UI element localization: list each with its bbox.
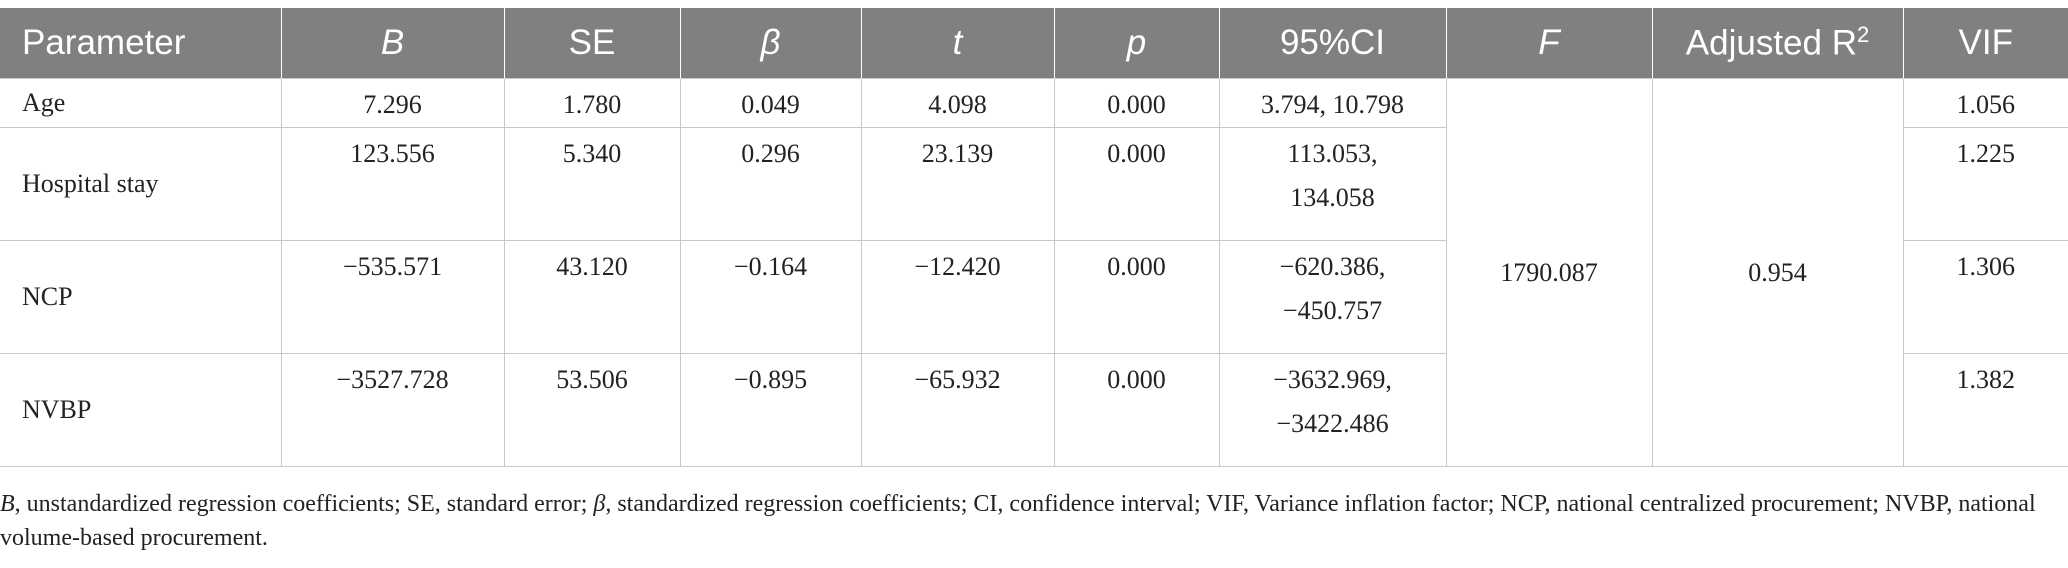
header-row: Parameter B SE β t p 95%CI F Adjusted R2… — [0, 8, 2068, 79]
ci-line: −620.386, — [1279, 252, 1386, 281]
regression-table-container: Parameter B SE β t p 95%CI F Adjusted R2… — [0, 8, 2068, 467]
cell-p: 0.000 — [1053, 353, 1220, 467]
cell-se: 1.780 — [503, 78, 681, 128]
cell-vif: 1.382 — [1902, 353, 2068, 467]
table-row: Age 7.296 1.780 0.049 4.098 0.000 3.794,… — [0, 78, 2068, 467]
cell-ci: 113.053, 134.058 — [1218, 127, 1447, 241]
cell-t: 4.098 — [860, 78, 1055, 128]
ci-line: −450.757 — [1282, 296, 1383, 325]
header-se: SE — [504, 8, 681, 79]
cell-t: −12.420 — [860, 240, 1055, 354]
header-vif: VIF — [1903, 8, 2068, 79]
cell-t: −65.932 — [860, 353, 1055, 467]
header-b: B — [281, 8, 505, 79]
header-p: p — [1054, 8, 1220, 79]
cell-p: 0.000 — [1053, 127, 1220, 241]
header-beta: β — [680, 8, 862, 79]
header-ci: 95%CI — [1219, 8, 1447, 79]
ci-line: −3632.969, — [1273, 365, 1392, 394]
footnote-b-symbol: B — [0, 491, 15, 517]
header-f: F — [1446, 8, 1653, 79]
header-t: t — [861, 8, 1055, 79]
cell-b: −3527.728 — [280, 353, 505, 467]
row-label: Age — [0, 78, 282, 128]
ci-line: 134.058 — [1290, 183, 1375, 212]
cell-ci: 3.794, 10.798 — [1218, 78, 1447, 128]
footnote-rest: , standardized regression coefficients; … — [0, 491, 2036, 551]
header-adjusted-r2: Adjusted R2 — [1652, 8, 1904, 79]
cell-vif: 1.306 — [1902, 240, 2068, 354]
cell-p: 0.000 — [1053, 240, 1220, 354]
table-row: Hospital stay 123.556 5.340 0.296 23.139… — [0, 127, 2068, 241]
table-row: NVBP −3527.728 53.506 −0.895 −65.932 0.0… — [0, 353, 2068, 467]
cell-beta: 0.049 — [679, 78, 862, 128]
cell-p: 0.000 — [1053, 78, 1220, 128]
regression-table: Parameter B SE β t p 95%CI F Adjusted R2… — [0, 8, 2068, 467]
cell-b: 123.556 — [280, 127, 505, 241]
cell-vif: 1.056 — [1902, 78, 2068, 128]
ci-line: 113.053, — [1287, 139, 1378, 168]
footnote-b-text: , unstandardized regression coefficients… — [14, 491, 594, 517]
cell-vif: 1.225 — [1902, 127, 2068, 241]
cell-beta: −0.895 — [679, 353, 862, 467]
cell-beta: −0.164 — [679, 240, 862, 354]
cell-b: −535.571 — [280, 240, 505, 354]
ci-line: 3.794, 10.798 — [1261, 90, 1404, 119]
cell-f: 1790.087 — [1445, 78, 1653, 467]
cell-b: 7.296 — [280, 78, 505, 128]
cell-se: 5.340 — [503, 127, 681, 241]
footnote-beta-symbol: β — [593, 491, 606, 517]
row-label: NCP — [0, 240, 282, 354]
table-footnote: B, unstandardized regression coefficient… — [0, 487, 2040, 555]
row-label: NVBP — [0, 353, 282, 467]
cell-se: 53.506 — [503, 353, 681, 467]
cell-ci: −620.386, −450.757 — [1218, 240, 1447, 354]
table-row: NCP −535.571 43.120 −0.164 −12.420 0.000… — [0, 240, 2068, 354]
cell-beta: 0.296 — [679, 127, 862, 241]
cell-ci: −3632.969, −3422.486 — [1218, 353, 1447, 467]
header-parameter: Parameter — [0, 8, 282, 79]
cell-adjusted-r2: 0.954 — [1651, 78, 1904, 467]
ci-line: −3422.486 — [1276, 409, 1389, 438]
row-label: Hospital stay — [0, 127, 282, 241]
cell-t: 23.139 — [860, 127, 1055, 241]
cell-se: 43.120 — [503, 240, 681, 354]
